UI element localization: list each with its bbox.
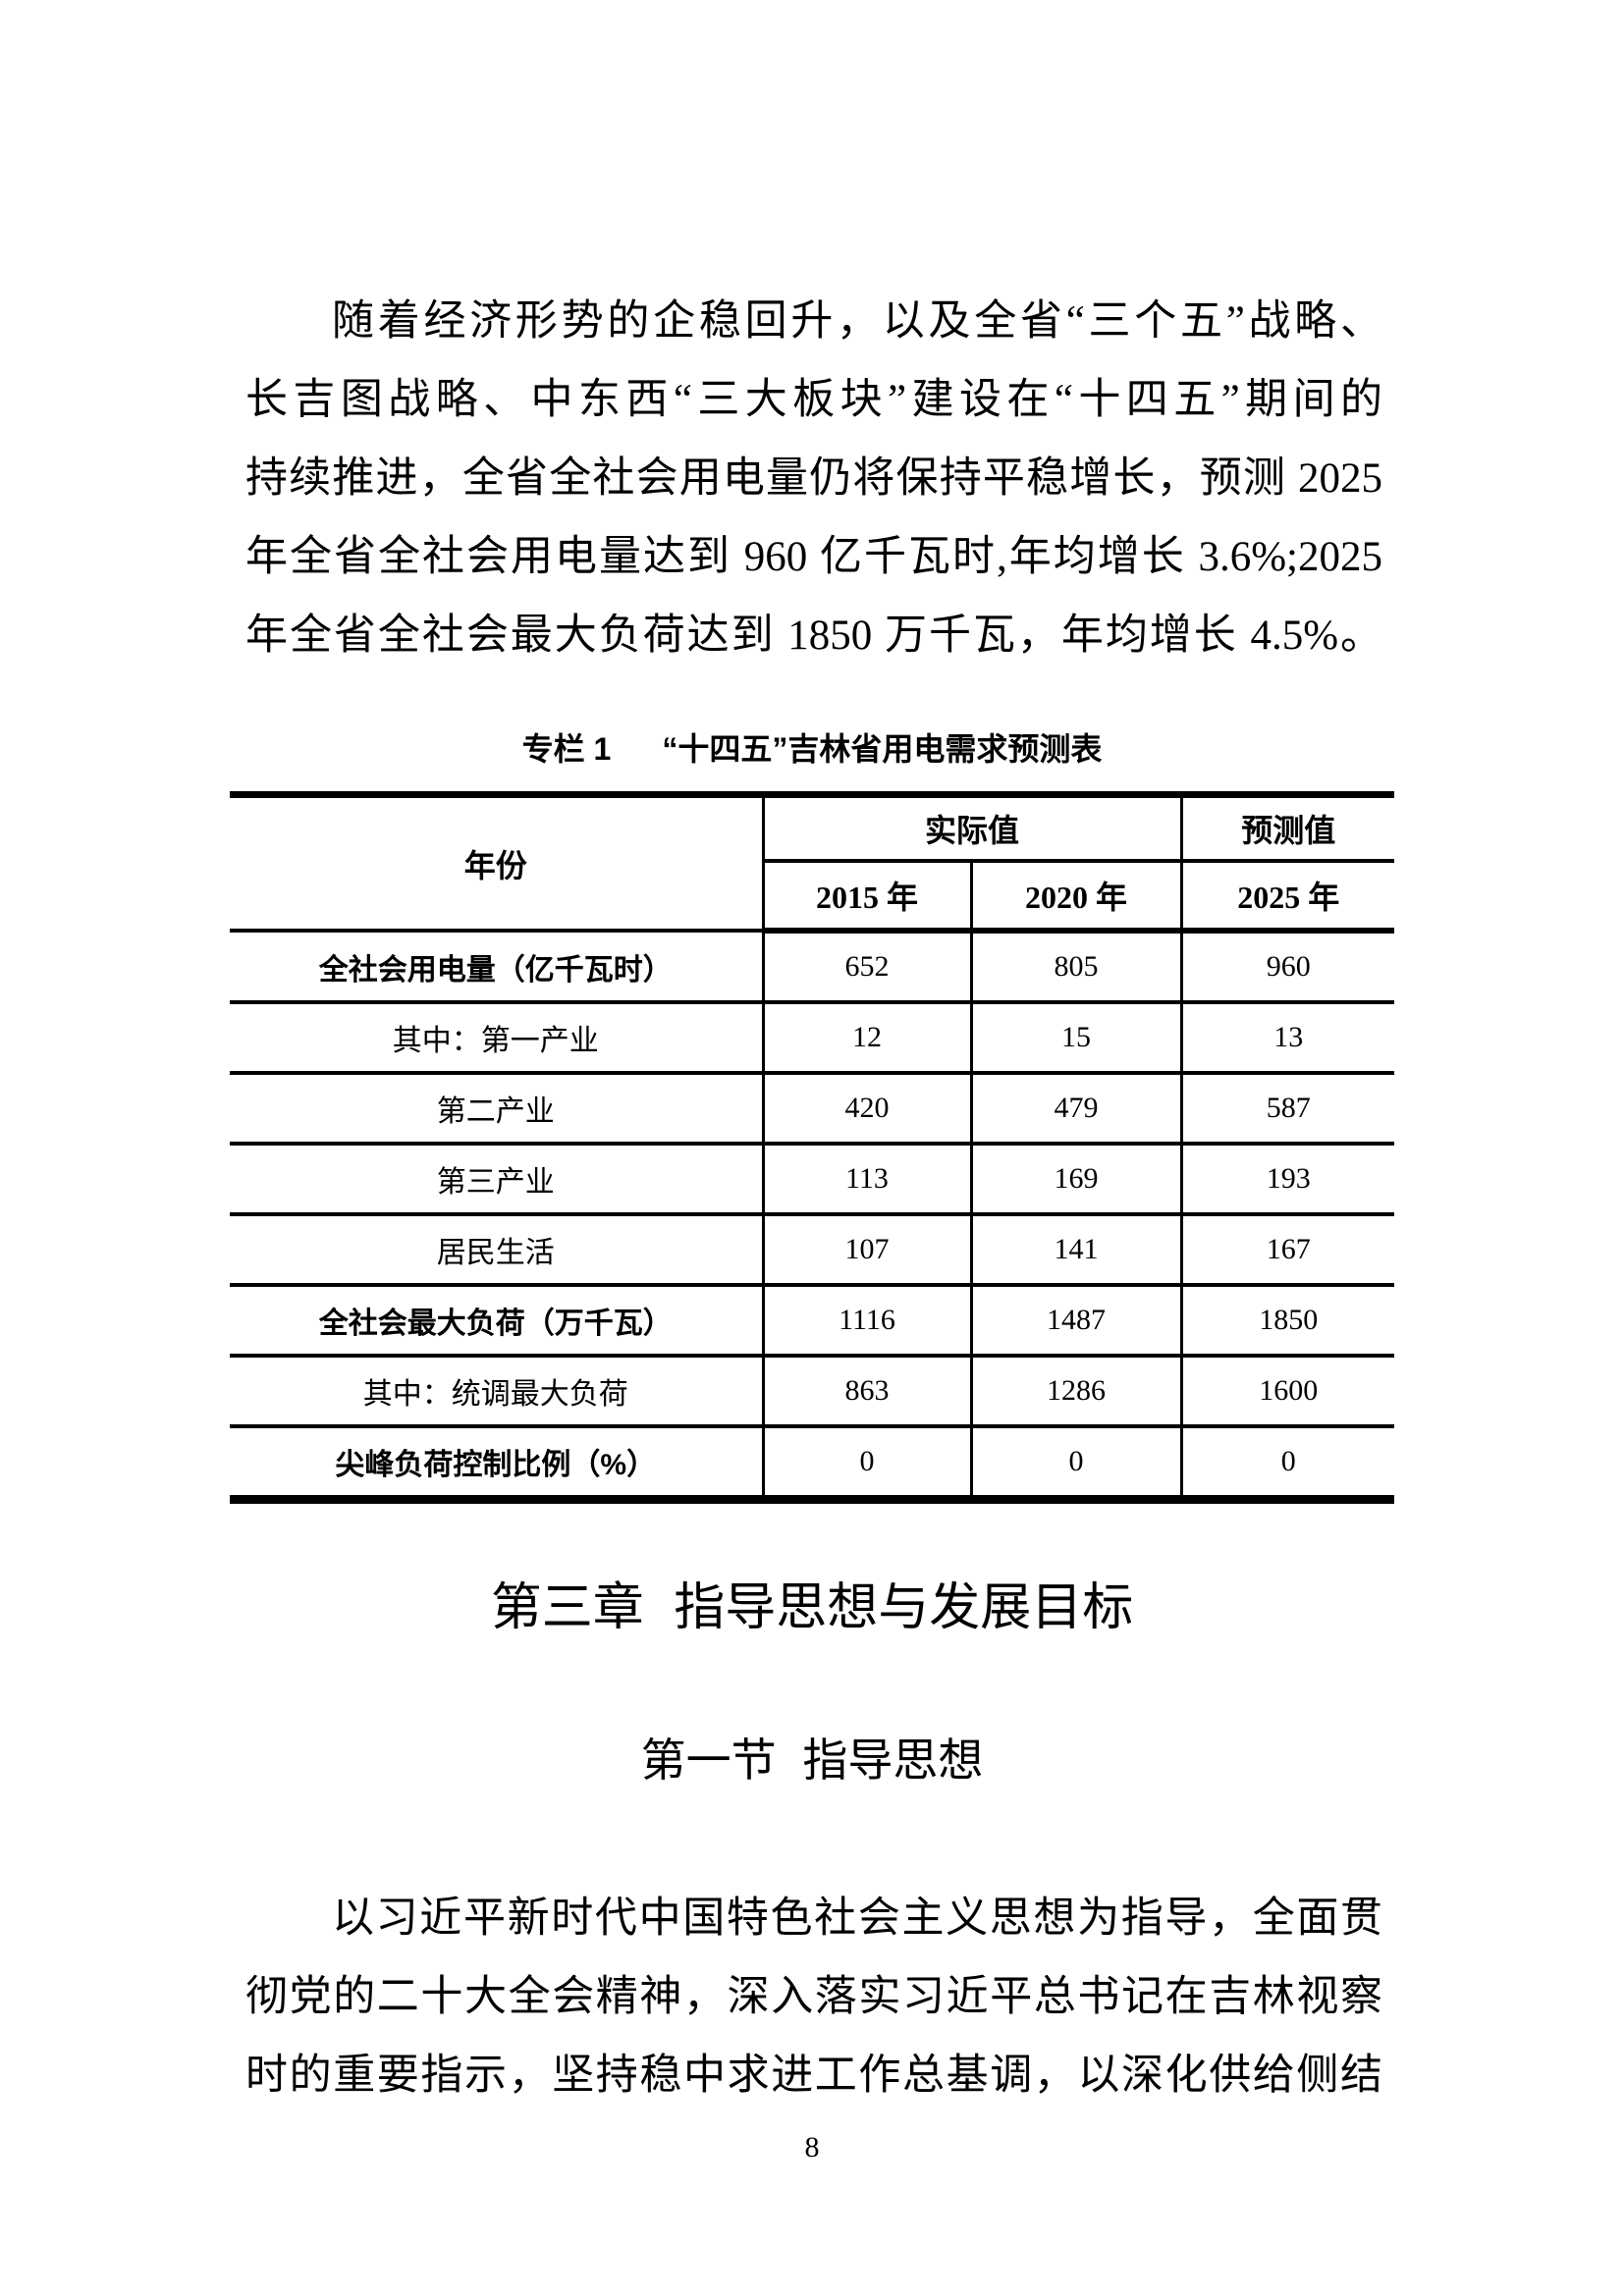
table-caption-title: “十四五”吉林省用电需求预测表	[662, 731, 1103, 767]
chapter-heading: 第三章 指导思想与发展目标	[490, 1579, 1134, 1636]
header-actual-values: 实际值	[761, 794, 1183, 863]
value-cell-2015: 113	[761, 1142, 973, 1216]
value-cell-2020: 1286	[969, 1354, 1183, 1428]
paragraph-line: 以习近平新时代中国特色社会主义思想为指导，全面贯	[332, 1896, 1382, 1942]
value-cell-2025: 193	[1179, 1142, 1395, 1216]
value-cell-2015: 12	[761, 1000, 973, 1075]
table-caption: 专栏 1 “十四五”吉林省用电需求预测表	[0, 728, 1624, 770]
value-cell-2020: 15	[969, 1000, 1183, 1075]
paragraph-line: 年全省全社会用电量达到 960 亿千瓦时,年均增长 3.6%;2025	[245, 534, 1382, 580]
value-cell-2015: 1116	[761, 1283, 973, 1358]
table-row: 第三产业 113 169 193	[230, 1142, 1395, 1216]
row-label-cell: 第二产业	[230, 1071, 765, 1146]
value-cell-2015: 863	[761, 1354, 973, 1428]
value-cell-2020: 141	[969, 1212, 1183, 1287]
paragraph-line: 长吉图战略、中东西“三大板块”建设在“十四五”期间的	[245, 377, 1382, 423]
value-cell-2015: 652	[761, 929, 973, 1004]
row-label-cell: 其中：第一产业	[230, 1000, 765, 1075]
header-year-2015: 2015 年	[763, 861, 973, 934]
page-number: 8	[804, 2131, 820, 2163]
paragraph-demand-forecast: 随着经济形势的企稳回升，以及全省“三个五”战略、 长吉图战略、中东西“三大板块”…	[245, 283, 1382, 675]
value-cell-2025: 960	[1179, 929, 1395, 1004]
table-row: 全社会用电量（亿千瓦时） 652 805 960	[230, 929, 1395, 1004]
row-label-cell: 第三产业	[230, 1142, 765, 1216]
value-cell-2025: 0	[1179, 1424, 1395, 1502]
value-cell-2025: 587	[1179, 1071, 1395, 1146]
table-header-row-groups: 年份 实际值 预测值	[230, 794, 1395, 933]
paragraph-line: 年全省全社会最大负荷达到 1850 万千瓦，年均增长 4.5%。	[245, 613, 1382, 659]
value-cell-2015: 0	[761, 1424, 973, 1502]
table-row: 其中：统调最大负荷 863 1286 1600	[230, 1354, 1395, 1428]
paragraph-line: 随着经济形势的企稳回升，以及全省“三个五”战略、	[332, 298, 1382, 345]
paragraph-line: 时的重要指示，坚持稳中求进工作总基调，以深化供给侧结	[245, 2053, 1382, 2099]
table-caption-label: 专栏 1	[521, 731, 612, 767]
value-cell-2015: 420	[761, 1071, 973, 1146]
row-label-cell: 尖峰负荷控制比例（%）	[230, 1424, 765, 1502]
value-cell-2020: 169	[969, 1142, 1183, 1216]
header-year-column: 年份	[230, 794, 765, 933]
value-cell-2025: 167	[1179, 1212, 1395, 1287]
row-label-cell: 居民生活	[230, 1212, 765, 1287]
table-row: 居民生活 107 141 167	[230, 1212, 1395, 1287]
table-row: 尖峰负荷控制比例（%） 0 0 0	[230, 1424, 1395, 1502]
section-heading: 第一节 指导思想	[640, 1735, 984, 1786]
value-cell-2020: 1487	[969, 1283, 1183, 1358]
value-cell-2020: 0	[969, 1424, 1183, 1502]
value-cell-2025: 1850	[1179, 1283, 1395, 1358]
value-cell-2015: 107	[761, 1212, 973, 1287]
paragraph-guiding-ideology: 以习近平新时代中国特色社会主义思想为指导，全面贯 彻党的二十大全会精神，深入落实…	[245, 1880, 1382, 2115]
value-cell-2025: 13	[1179, 1000, 1395, 1075]
row-label-cell: 全社会最大负荷（万千瓦）	[230, 1283, 765, 1358]
header-forecast-values: 预测值	[1179, 794, 1395, 863]
header-year-2025: 2025 年	[1179, 861, 1395, 934]
value-cell-2020: 479	[969, 1071, 1183, 1146]
value-cell-2025: 1600	[1179, 1354, 1395, 1428]
table-header-row-years: 2015 年 2020 年 2025 年	[230, 861, 1395, 934]
row-label-cell: 其中：统调最大负荷	[230, 1354, 765, 1428]
table-row: 第二产业 420 479 587	[230, 1071, 1395, 1146]
row-label-cell: 全社会用电量（亿千瓦时）	[230, 929, 765, 1004]
table-row: 全社会最大负荷（万千瓦） 1116 1487 1850	[230, 1283, 1395, 1358]
value-cell-2020: 805	[969, 929, 1183, 1004]
demand-forecast-table: 年份 实际值 预测值 2015 年 2020 年 2025 年 全社会用电量（亿…	[230, 791, 1395, 1504]
header-year-2020: 2020 年	[969, 861, 1183, 934]
table-row: 其中：第一产业 12 15 13	[230, 1000, 1395, 1075]
demand-forecast-table-wrap: 年份 实际值 预测值 2015 年 2020 年 2025 年 全社会用电量（亿…	[230, 791, 1395, 1504]
paragraph-line: 持续推进，全省全社会用电量仍将保持平稳增长，预测 2025	[245, 455, 1382, 502]
paragraph-line: 彻党的二十大全会精神，深入落实习近平总书记在吉林视察	[245, 1974, 1382, 2020]
